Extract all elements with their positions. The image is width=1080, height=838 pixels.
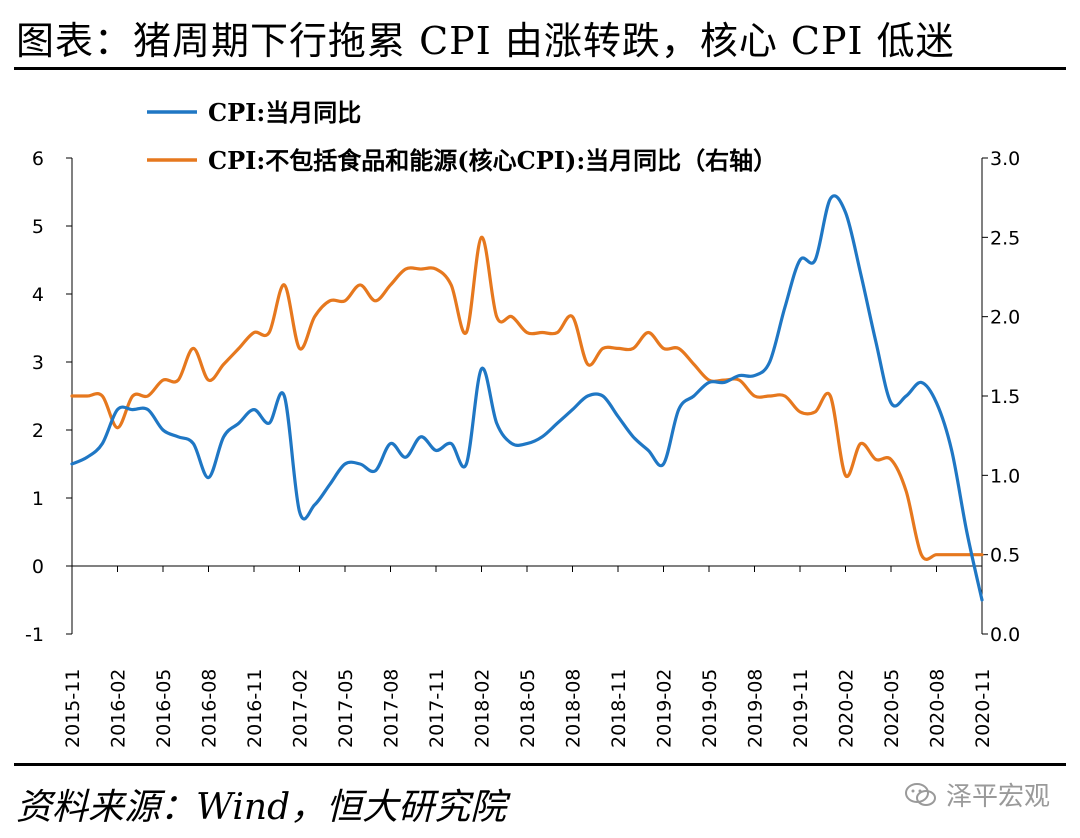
series-line-core-cpi: [70, 235, 984, 561]
x-tick-label: 2017-08: [381, 669, 403, 748]
watermark: 泽平宏观: [904, 776, 1050, 813]
legend: CPI:当月同比 CPI:不包括食品和能源(核心CPI):当月同比（右轴）: [147, 98, 777, 175]
x-tick-label: 2016-11: [244, 669, 266, 748]
right-tick-label: 3.0: [990, 148, 1020, 170]
left-tick-label: -1: [25, 624, 44, 646]
right-tick-label: 2.5: [990, 227, 1020, 249]
x-tick-label: 2015-11: [62, 669, 84, 748]
right-tick-label: 0.0: [990, 624, 1020, 646]
legend-label-cpi: CPI:当月同比: [208, 98, 361, 127]
x-tick-label: 2018-11: [608, 669, 630, 748]
x-tick-label: 2019-08: [745, 669, 767, 748]
right-tick-label: 0.5: [990, 545, 1020, 567]
chart-title: 图表：猪周期下行拖累 CPI 由涨转跌，核心 CPI 低迷: [16, 19, 955, 63]
axes: -1 0 1 2 3 4 5 6 0.0 0.5 1.0 1.5 2.0 2.5 3.0 2015-11 201…: [25, 148, 1020, 748]
x-tick-label: 2020-11: [972, 669, 994, 748]
series-line-cpi: [70, 194, 984, 602]
left-tick-label: 5: [32, 216, 44, 238]
series-lines: [70, 194, 984, 602]
watermark-text: 泽平宏观: [945, 782, 1050, 812]
source-note: 资料来源：Wind，恒大研究院: [16, 787, 507, 828]
source-rule: [14, 763, 1066, 766]
x-tick-label: 2018-08: [563, 669, 585, 748]
x-tick-label: 2016-08: [199, 669, 221, 748]
left-tick-label: 6: [32, 148, 44, 170]
wechat-icon: [904, 782, 936, 806]
left-tick-label: 3: [32, 352, 44, 374]
left-tick-label: 4: [32, 284, 44, 306]
x-tick-label: 2017-11: [426, 669, 448, 748]
x-tick-label: 2019-05: [699, 669, 721, 748]
x-tick-label: 2016-02: [108, 669, 130, 748]
right-tick-label: 1.5: [990, 386, 1020, 408]
x-tick-label: 2019-11: [790, 669, 812, 748]
left-tick-label: 2: [32, 420, 44, 442]
right-tick-label: 2.0: [990, 307, 1020, 329]
x-tick-label: 2018-02: [472, 669, 494, 748]
right-tick-label: 1.0: [990, 465, 1020, 487]
x-tick-label: 2019-02: [654, 669, 676, 748]
x-tick-label: 2016-05: [153, 669, 175, 748]
left-tick-label: 0: [32, 556, 44, 578]
legend-label-core-cpi: CPI:不包括食品和能源(核心CPI):当月同比（右轴）: [208, 146, 777, 175]
x-tick-label: 2017-02: [290, 669, 312, 748]
x-tick-label: 2020-08: [927, 669, 949, 748]
left-tick-label: 1: [32, 488, 44, 510]
title-rule: [14, 67, 1066, 70]
chart: -1 0 1 2 3 4 5 6 0.0 0.5 1.0 1.5 2.0 2.5 3.0 2015-11 201…: [25, 98, 1020, 748]
x-tick-label: 2020-02: [836, 669, 858, 748]
x-tick-label: 2020-05: [881, 669, 903, 748]
x-tick-label: 2017-05: [335, 669, 357, 748]
x-tick-label: 2018-05: [517, 669, 539, 748]
